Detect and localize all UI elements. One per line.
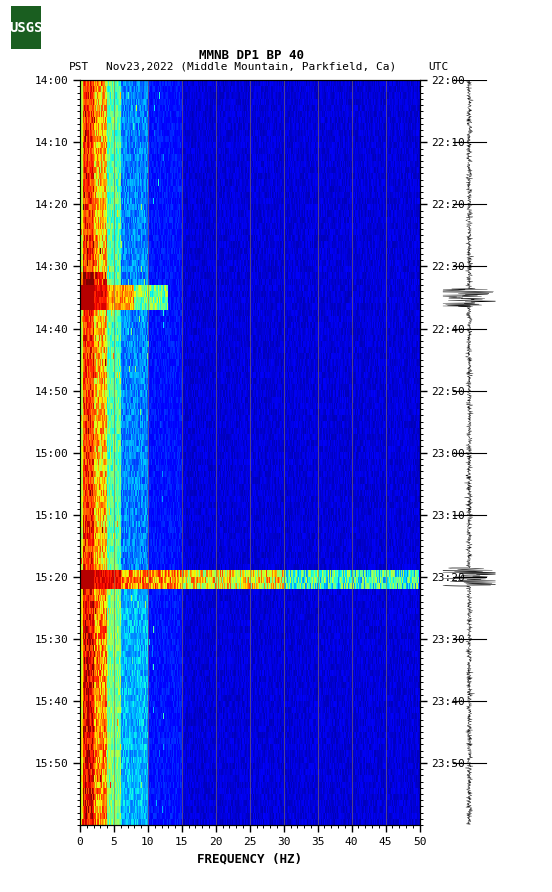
- FancyBboxPatch shape: [11, 6, 41, 49]
- Text: PST: PST: [69, 62, 89, 72]
- Text: UTC: UTC: [428, 62, 448, 72]
- Text: MMNB DP1 BP 40: MMNB DP1 BP 40: [199, 49, 304, 62]
- X-axis label: FREQUENCY (HZ): FREQUENCY (HZ): [197, 853, 302, 865]
- Text: Nov23,2022 (Middle Mountain, Parkfield, Ca): Nov23,2022 (Middle Mountain, Parkfield, …: [106, 62, 396, 72]
- Text: USGS: USGS: [9, 21, 43, 35]
